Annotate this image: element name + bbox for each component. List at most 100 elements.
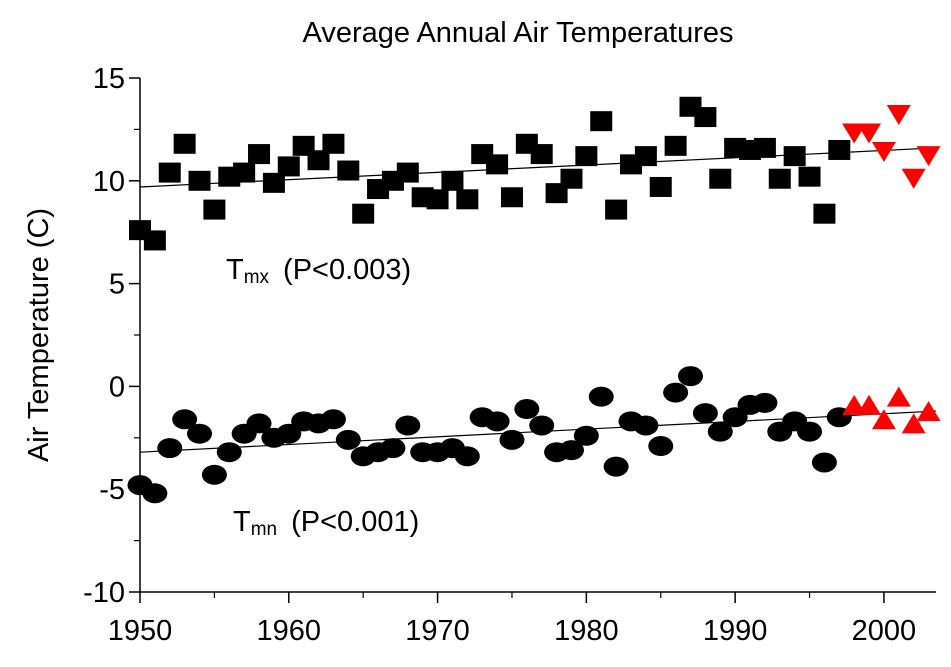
- point: [871, 142, 896, 163]
- annotation-note: (P<0.003): [283, 254, 411, 286]
- point: [648, 436, 674, 457]
- point: [395, 415, 421, 436]
- annotation-symbol: T: [226, 254, 244, 286]
- point: [916, 146, 941, 167]
- point: [916, 401, 941, 422]
- point: [233, 162, 256, 183]
- point: [530, 144, 553, 165]
- point: [499, 429, 525, 450]
- point: [605, 199, 628, 220]
- point: [276, 423, 302, 444]
- point: [337, 160, 360, 181]
- point: [590, 111, 613, 132]
- point: [514, 399, 540, 420]
- annotation: Tmx (P<0.003): [226, 254, 411, 288]
- point: [573, 425, 599, 446]
- point: [558, 440, 584, 461]
- point: [709, 168, 732, 189]
- point: [857, 123, 882, 144]
- x-tick-label: 2000: [852, 615, 917, 647]
- point: [811, 452, 837, 473]
- x-tick-label: 1970: [405, 615, 470, 647]
- point: [529, 415, 555, 436]
- point: [322, 133, 345, 154]
- x-tick-label: 1990: [703, 615, 768, 647]
- point: [262, 172, 285, 193]
- chart-title: Average Annual Air Temperatures: [303, 17, 734, 49]
- point: [828, 139, 851, 160]
- point: [871, 409, 896, 430]
- point: [678, 366, 704, 387]
- point: [901, 168, 926, 189]
- point: [456, 189, 479, 210]
- annotation-symbol: T: [233, 506, 251, 538]
- point: [500, 187, 523, 208]
- point: [380, 438, 406, 459]
- y-tick-label: 5: [109, 269, 125, 301]
- point: [441, 170, 464, 191]
- point: [454, 446, 480, 467]
- point: [143, 230, 166, 251]
- point: [752, 392, 778, 413]
- point: [486, 154, 509, 175]
- point: [307, 150, 330, 171]
- point: [694, 107, 717, 128]
- point: [649, 176, 672, 197]
- point: [797, 421, 823, 442]
- point: [352, 203, 375, 224]
- x-tick-label: 1980: [554, 615, 619, 647]
- y-tick-label: 15: [93, 63, 125, 95]
- point: [203, 199, 226, 220]
- point: [157, 438, 183, 459]
- point: [707, 421, 733, 442]
- point: [335, 429, 361, 450]
- point: [142, 483, 168, 504]
- point: [603, 456, 629, 477]
- point: [216, 442, 242, 463]
- point: [722, 407, 748, 428]
- point: [768, 168, 791, 189]
- annotation: Tmn (P<0.001): [233, 506, 419, 540]
- point: [173, 133, 196, 154]
- point: [426, 189, 449, 210]
- annotation-subscript: mn: [251, 519, 277, 540]
- point: [663, 382, 689, 403]
- point: [886, 386, 911, 407]
- point: [246, 413, 272, 434]
- y-tick-label: -10: [83, 577, 125, 609]
- point: [396, 162, 419, 183]
- point: [798, 166, 821, 187]
- point: [484, 411, 510, 432]
- point: [813, 203, 836, 224]
- y-tick-label: 10: [93, 166, 125, 198]
- point: [188, 170, 211, 191]
- point: [320, 409, 346, 430]
- point: [201, 464, 227, 485]
- point: [857, 394, 882, 415]
- point: [560, 168, 583, 189]
- point: [588, 386, 614, 407]
- point: [187, 423, 213, 444]
- point: [633, 415, 659, 436]
- point: [248, 144, 271, 165]
- y-tick-label: -5: [99, 474, 125, 506]
- point: [753, 137, 776, 158]
- point: [886, 105, 911, 126]
- point: [634, 146, 657, 167]
- point: [901, 413, 926, 434]
- point: [575, 146, 598, 167]
- point: [692, 403, 718, 424]
- point: [172, 409, 198, 430]
- annotation-subscript: mx: [244, 267, 270, 288]
- annotation-note: (P<0.001): [291, 506, 419, 538]
- x-tick-label: 1960: [257, 615, 322, 647]
- y-axis-label: Air Temperature (C): [23, 208, 55, 462]
- point: [158, 162, 181, 183]
- point: [783, 146, 806, 167]
- x-tick-label: 1950: [108, 615, 173, 647]
- point: [277, 156, 300, 177]
- point: [664, 135, 687, 156]
- y-tick-label: 0: [109, 371, 125, 403]
